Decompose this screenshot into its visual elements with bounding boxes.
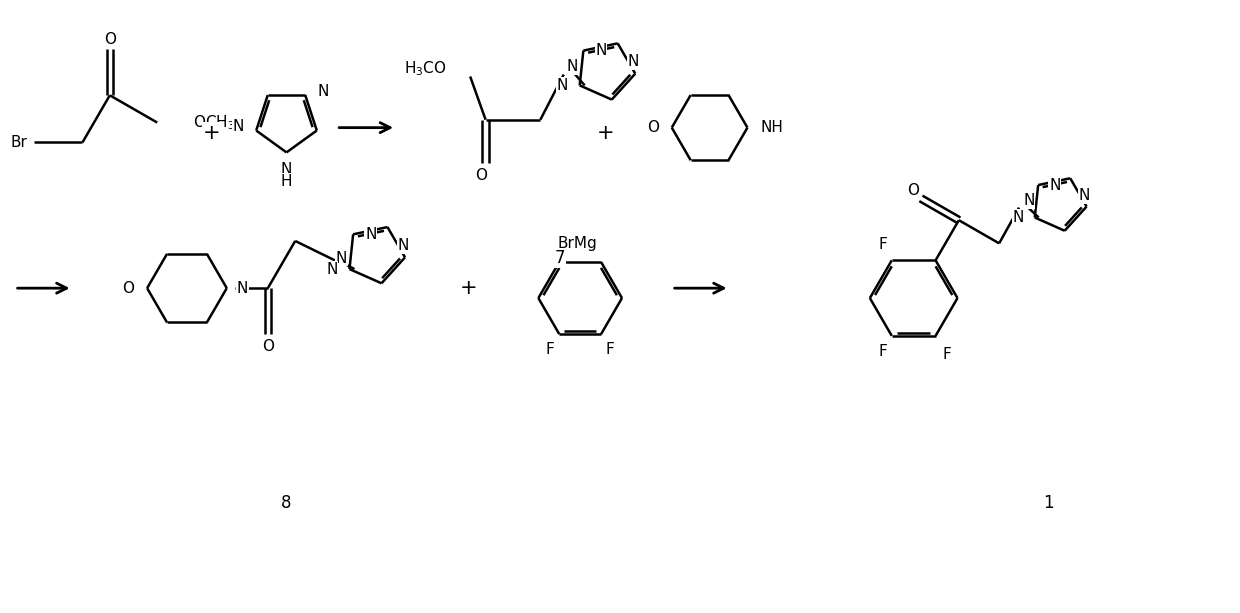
Text: F: F	[878, 237, 887, 253]
Text: N: N	[1049, 178, 1060, 192]
Text: N: N	[565, 59, 578, 74]
Text: 1: 1	[1043, 494, 1054, 512]
Text: 8: 8	[281, 494, 291, 512]
Text: O: O	[906, 183, 919, 198]
Text: N: N	[1023, 193, 1034, 208]
Text: NH: NH	[760, 120, 784, 135]
Text: O: O	[647, 120, 658, 135]
Text: H$_3$CO: H$_3$CO	[404, 59, 446, 78]
Text: N: N	[326, 262, 337, 276]
Text: O: O	[476, 168, 487, 183]
Text: N: N	[595, 43, 606, 58]
Text: F: F	[878, 344, 887, 359]
Text: Br: Br	[11, 135, 27, 150]
Text: F: F	[942, 347, 951, 362]
Text: +: +	[596, 123, 614, 143]
Text: N: N	[397, 238, 409, 253]
Text: N: N	[365, 227, 377, 242]
Text: F: F	[605, 342, 614, 357]
Text: BrMg: BrMg	[558, 236, 598, 251]
Text: N: N	[1079, 188, 1090, 203]
Text: O: O	[123, 281, 134, 295]
Text: N: N	[317, 83, 329, 99]
Text: N: N	[233, 119, 244, 134]
Text: O: O	[262, 339, 274, 354]
Text: N: N	[280, 162, 293, 177]
Text: H: H	[280, 174, 293, 189]
Text: N: N	[557, 78, 568, 93]
Text: +: +	[203, 123, 221, 143]
Text: O: O	[104, 31, 115, 47]
Text: F: F	[546, 342, 554, 357]
Text: N: N	[237, 281, 248, 295]
Text: N: N	[627, 54, 639, 69]
Text: 7: 7	[556, 249, 565, 267]
Text: 7: 7	[556, 249, 565, 267]
Text: N: N	[1012, 210, 1024, 225]
Text: N: N	[336, 251, 347, 265]
Text: +: +	[460, 278, 477, 298]
Text: OCH$_3$: OCH$_3$	[193, 113, 236, 132]
